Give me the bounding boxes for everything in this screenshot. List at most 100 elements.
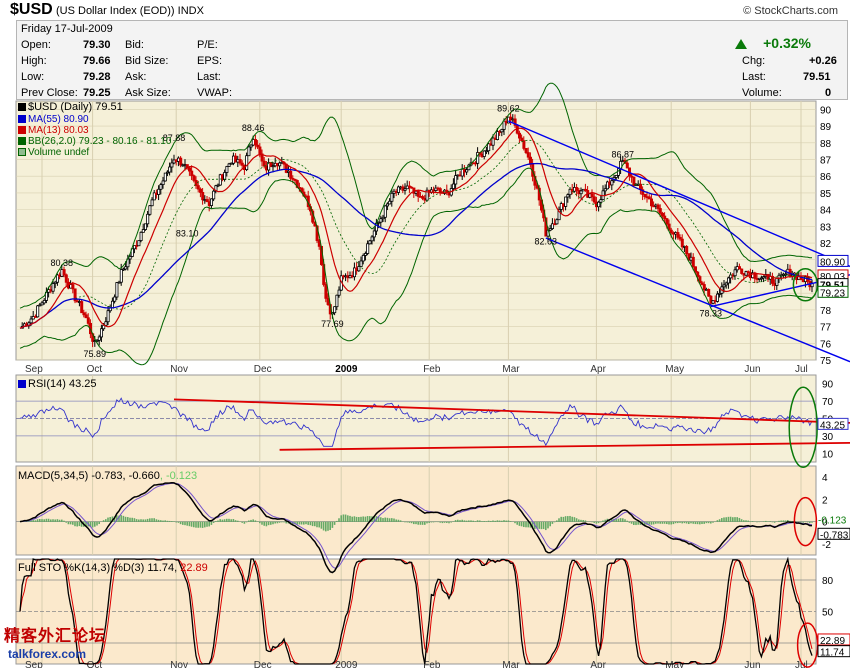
macd-histogram-bar bbox=[501, 520, 503, 522]
macd-histogram-bar bbox=[670, 521, 672, 525]
candle-body bbox=[377, 221, 381, 224]
symbol-title: $USD bbox=[10, 1, 53, 18]
candle-body bbox=[454, 175, 458, 185]
prev-close-value: 79.25 bbox=[83, 87, 111, 99]
macd-histogram-bar bbox=[432, 521, 435, 523]
candle-body bbox=[148, 205, 152, 215]
candle-body bbox=[762, 276, 766, 279]
x-tick-label-bottom: Dec bbox=[254, 660, 272, 668]
candle-body bbox=[100, 328, 104, 338]
candle-body bbox=[656, 204, 660, 209]
chg-label: Chg: bbox=[742, 55, 766, 67]
macd-histogram-bar bbox=[111, 516, 114, 522]
copyright-link[interactable]: © StockCharts.com bbox=[743, 5, 838, 17]
candle-body bbox=[170, 162, 174, 168]
macd-histogram-bar bbox=[267, 521, 270, 526]
macd-histogram-bar bbox=[355, 516, 358, 522]
candle-body bbox=[513, 118, 517, 126]
macd-tag-label: -0.783 bbox=[820, 530, 849, 541]
macd-tag-hist: -0.123 bbox=[818, 516, 847, 527]
watermark-url: talkforex.com bbox=[8, 647, 87, 661]
price-panel bbox=[15, 100, 817, 361]
macd-histogram-bar bbox=[243, 521, 246, 524]
macd-histogram-bar bbox=[206, 521, 208, 527]
macd-histogram-bar bbox=[188, 521, 191, 527]
symbol-description: (US Dollar Index (EOD)) INDX bbox=[56, 5, 204, 17]
macd-histogram-bar bbox=[567, 516, 569, 522]
macd-histogram-bar bbox=[659, 521, 661, 524]
candle-body bbox=[724, 282, 728, 286]
price-y-tick: 86 bbox=[820, 172, 832, 183]
macd-histogram-bar bbox=[140, 519, 142, 522]
macd-histogram-bar bbox=[540, 521, 543, 530]
macd-y-tick: 4 bbox=[822, 473, 828, 484]
macd-histogram-bar bbox=[395, 519, 397, 522]
candle-body bbox=[407, 185, 411, 188]
high-label: High: bbox=[21, 55, 47, 67]
macd-histogram-bar bbox=[694, 521, 697, 525]
candle-body bbox=[482, 150, 486, 157]
macd-histogram-bar bbox=[175, 521, 177, 523]
rsi-tag-box bbox=[817, 417, 849, 430]
candle-body bbox=[293, 178, 297, 181]
price-legend-main: $USD (Daily) 79.51 bbox=[18, 101, 123, 113]
macd-histogram-bar bbox=[98, 521, 100, 525]
price-annotation: 87.88 bbox=[163, 133, 186, 143]
macd-histogram-bar bbox=[745, 520, 747, 522]
macd-histogram-bar bbox=[597, 521, 600, 524]
x-tick-label: Sep bbox=[25, 364, 43, 375]
macd-histogram-bar bbox=[327, 521, 329, 531]
macd-histogram-bar bbox=[50, 519, 52, 522]
macd-histogram-bar bbox=[542, 521, 545, 530]
candle-body bbox=[696, 271, 700, 277]
volume-value: 0 bbox=[825, 87, 832, 99]
candle-body bbox=[388, 200, 392, 205]
candle-body bbox=[548, 228, 552, 231]
macd-histogram-bar bbox=[32, 520, 34, 522]
candle-body bbox=[606, 181, 610, 190]
macd-histogram-bar bbox=[248, 520, 250, 522]
macd-circle-marker bbox=[793, 496, 818, 547]
candle-body bbox=[784, 273, 788, 276]
candle-body bbox=[128, 256, 132, 260]
price-y-tick: 83 bbox=[820, 222, 832, 233]
macd-histogram-bar bbox=[63, 520, 65, 522]
x-tick-label-bottom: Apr bbox=[590, 660, 606, 668]
candle-body bbox=[165, 171, 169, 174]
macd-histogram-bar bbox=[307, 521, 309, 525]
macd-histogram-bar bbox=[305, 521, 307, 525]
macd-histogram-bar bbox=[699, 521, 701, 525]
macd-histogram-bar bbox=[226, 518, 228, 522]
x-tick-label-bottom: Jun bbox=[744, 660, 760, 668]
macd-histogram-bar bbox=[54, 519, 56, 522]
candle-body bbox=[661, 212, 665, 217]
macd-histogram-bar bbox=[485, 521, 488, 522]
macd-histogram-bar bbox=[716, 520, 719, 522]
low-label: Low: bbox=[21, 71, 45, 83]
candle-body bbox=[390, 192, 394, 202]
macd-histogram-bar bbox=[791, 521, 793, 522]
candle-body bbox=[738, 266, 742, 270]
macd-histogram-bar bbox=[749, 521, 752, 522]
macd-histogram-bar bbox=[461, 519, 463, 522]
quote-panel: Friday 17-Jul-2009 Open: 79.30 High: 79.… bbox=[16, 20, 848, 100]
candle-body bbox=[157, 188, 161, 195]
candle-body bbox=[53, 281, 57, 284]
rsi-y-tick: 30 bbox=[822, 432, 834, 443]
candle-body bbox=[709, 295, 713, 304]
macd-histogram-bar bbox=[648, 521, 650, 525]
candle-body bbox=[190, 170, 194, 177]
rsi-legend: RSI(14) 43.25 bbox=[18, 378, 96, 390]
candle-body bbox=[416, 190, 420, 197]
macd-histogram-bar bbox=[85, 521, 87, 527]
vwap-label: VWAP: bbox=[197, 87, 233, 99]
price-circle-marker bbox=[792, 268, 819, 302]
ma55-line bbox=[19, 162, 813, 329]
candle-body bbox=[97, 336, 101, 341]
macd-histogram-bar bbox=[314, 521, 316, 527]
macd-histogram-bar bbox=[787, 520, 789, 522]
macd-histogram-bar bbox=[256, 521, 259, 522]
macd-histogram-bar bbox=[190, 521, 193, 527]
candle-body bbox=[557, 209, 561, 221]
